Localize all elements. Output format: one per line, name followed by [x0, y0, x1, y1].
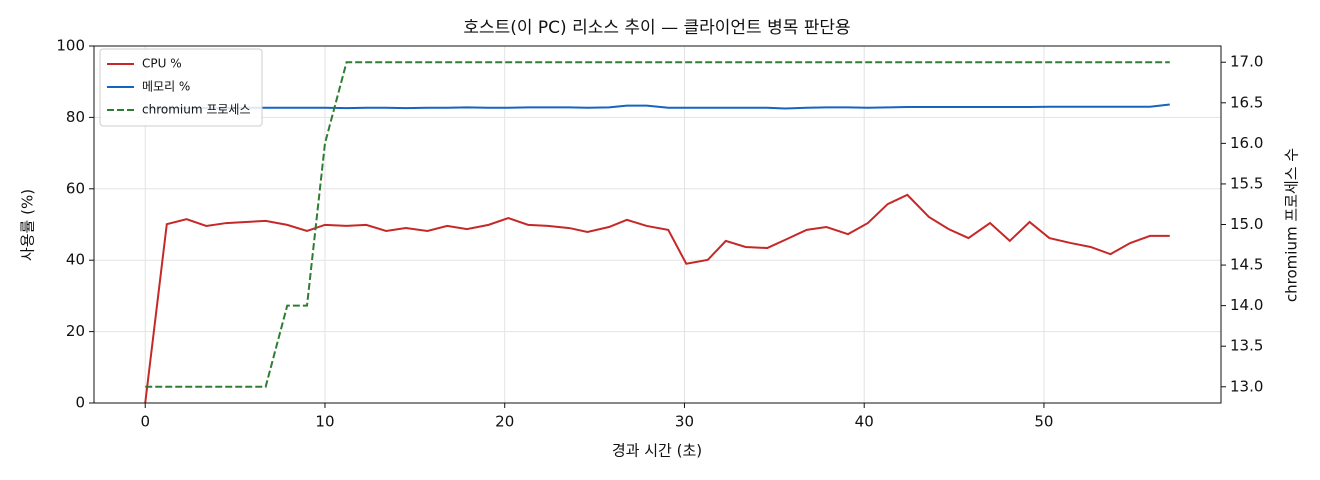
x-tick-label: 20 [495, 413, 514, 431]
x-tick-label: 40 [855, 413, 874, 431]
y2-tick-label: 16.0 [1230, 134, 1263, 152]
y2-tick-label: 14.5 [1230, 256, 1263, 274]
x-tick-label: 0 [140, 413, 150, 431]
y-tick-label: 60 [66, 179, 85, 197]
chart-title: 호스트(이 PC) 리소스 추이 — 클라이언트 병목 판단용 [463, 18, 850, 38]
y-tick-label: 0 [75, 394, 85, 412]
y2-tick-label: 16.5 [1230, 93, 1263, 111]
series-line [145, 61, 1170, 388]
y2-tick-label: 13.5 [1230, 337, 1263, 355]
y2-tick-label: 14.0 [1230, 296, 1263, 314]
y-tick-label: 80 [66, 108, 85, 126]
y-tick-label: 100 [56, 37, 85, 55]
series-line [144, 193, 1170, 404]
x-tick-label: 30 [675, 413, 694, 431]
y2-tick-label: 13.0 [1230, 377, 1263, 395]
legend-label: 메모리 % [142, 80, 190, 94]
legend-box [99, 48, 263, 127]
y-tick-label: 40 [66, 251, 85, 269]
legend-label: chromium 프로세스 [142, 103, 251, 117]
legend: CPU % 메모리 % chromium 프로세스 [99, 48, 263, 127]
y2-tick-label: 15.5 [1230, 174, 1263, 192]
y2-tick-label: 15.0 [1230, 215, 1263, 233]
y-axis-label: 사용률 (%) [19, 189, 37, 261]
x-axis-label: 경과 시간 (초) [612, 442, 702, 460]
plot-frame [93, 45, 1222, 404]
y2-axis-label: chromium 프로세스 수 [1283, 148, 1301, 302]
x-tick-label: 50 [1034, 413, 1053, 431]
series-line [145, 103, 1170, 110]
y-tick-label: 20 [66, 322, 85, 340]
y2-tick-label: 17.0 [1230, 53, 1263, 71]
x-tick-label: 10 [315, 413, 334, 431]
legend-label: CPU % [142, 57, 182, 71]
